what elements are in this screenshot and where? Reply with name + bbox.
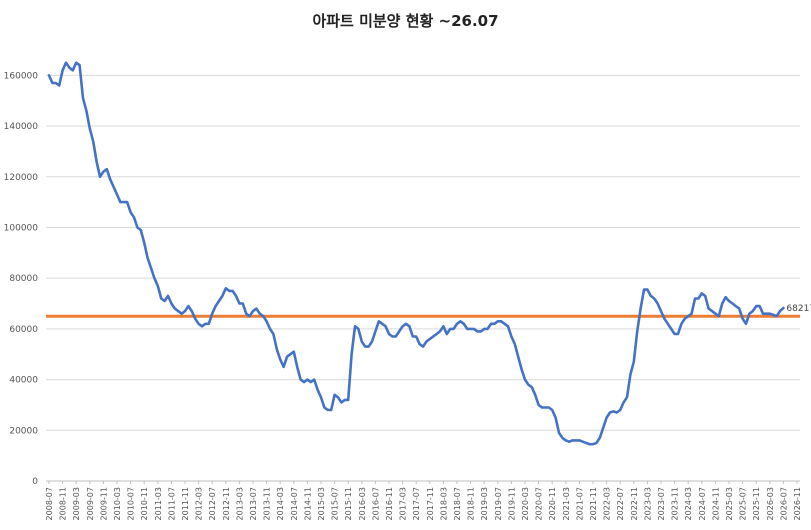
x-tick-label: 2011-11: [181, 487, 190, 520]
x-tick-label: 2023-03: [643, 487, 652, 520]
x-tick-label: 2014-07: [290, 487, 299, 520]
x-tick-label: 2014-11: [303, 487, 312, 520]
x-tick-label: 2011-03: [154, 487, 163, 520]
y-tick-label: 140000: [4, 122, 39, 132]
x-tick-label: 2013-07: [249, 487, 258, 520]
x-tick-label: 2015-11: [344, 487, 353, 520]
x-tick-label: 2012-07: [208, 487, 217, 520]
last-value-label: 68217: [786, 304, 811, 314]
x-tick-label: 2017-07: [412, 487, 421, 520]
y-tick-label: 120000: [4, 173, 39, 183]
x-tick-label: 2023-07: [657, 487, 666, 520]
x-tick-label: 2019-11: [507, 487, 516, 520]
x-tick-label: 2012-11: [222, 487, 231, 520]
x-tick-label: 2008-11: [59, 487, 68, 520]
x-tick-label: 2026-11: [793, 487, 802, 520]
x-tick-label: 2025-03: [725, 487, 734, 520]
x-tick-label: 2026-07: [779, 487, 788, 520]
x-tick-label: 2018-07: [453, 487, 462, 520]
x-tick-label: 2020-03: [521, 487, 530, 520]
x-tick-label: 2010-07: [127, 487, 136, 520]
x-tick-label: 2014-03: [276, 487, 285, 520]
x-tick-label: 2023-11: [671, 487, 680, 520]
x-tick-label: 2024-03: [684, 487, 693, 520]
y-tick-label: 40000: [9, 376, 38, 386]
x-tick-label: 2024-11: [711, 487, 720, 520]
x-tick-label: 2009-07: [86, 487, 95, 520]
y-axis-ticks: 0 20000 40000 60000 80000 100000 120000 140000 1…: [4, 71, 39, 487]
gridlines: [46, 74, 800, 431]
data-label-group: 68217: [786, 304, 811, 314]
x-axis-ticks: 2008-07 2008-11 2009-03 2009-07 2009-11 2010-…: [45, 481, 802, 520]
series-group: [47, 61, 785, 446]
x-tick-label: 2020-11: [548, 487, 557, 520]
x-tick-label: 2019-03: [480, 487, 489, 520]
x-tick-label: 2026-03: [766, 487, 775, 520]
x-tick-label: 2013-03: [235, 487, 244, 520]
x-tick-label: 2025-11: [752, 487, 761, 520]
x-tick-label: 2018-03: [439, 487, 448, 520]
x-tick-label: 2021-03: [562, 487, 571, 520]
y-tick-label: 80000: [9, 274, 38, 284]
x-tick-label: 2017-11: [426, 487, 435, 520]
y-tick-label: 100000: [4, 223, 39, 233]
x-tick-label: 2010-03: [113, 487, 122, 520]
y-tick-label: 60000: [9, 325, 38, 335]
x-tick-label: 2012-03: [195, 487, 204, 520]
x-tick-label: 2015-03: [317, 487, 326, 520]
y-tick-label: 20000: [9, 426, 38, 436]
y-tick-label: 160000: [4, 71, 39, 81]
x-tick-label: 2022-11: [630, 487, 639, 520]
x-tick-label: 2016-07: [371, 487, 380, 520]
x-tick-label: 2017-03: [399, 487, 408, 520]
x-tick-label: 2025-07: [739, 487, 748, 520]
x-tick-label: 2010-11: [140, 487, 149, 520]
series-line: [47, 61, 785, 446]
x-tick-label: 2016-11: [385, 487, 394, 520]
x-tick-label: 2009-11: [99, 487, 108, 520]
x-tick-label: 2021-07: [575, 487, 584, 520]
x-tick-label: 2020-07: [535, 487, 544, 520]
x-tick-label: 2013-11: [263, 487, 272, 520]
x-tick-label: 2011-07: [167, 487, 176, 520]
chart-title: 아파트 미분양 현황 ~26.07: [312, 12, 499, 30]
x-tick-label: 2009-03: [72, 487, 81, 520]
x-tick-label: 2021-11: [589, 487, 598, 520]
x-tick-label: 2024-07: [698, 487, 707, 520]
y-tick-label: 0: [32, 477, 38, 487]
x-tick-label: 2022-07: [616, 487, 625, 520]
x-tick-label: 2015-07: [331, 487, 340, 520]
x-tick-label: 2022-03: [603, 487, 612, 520]
x-tick-label: 2016-03: [358, 487, 367, 520]
x-tick-label: 2018-11: [467, 487, 476, 520]
x-tick-label: 2019-07: [494, 487, 503, 520]
x-tick-label: 2008-07: [45, 487, 54, 520]
